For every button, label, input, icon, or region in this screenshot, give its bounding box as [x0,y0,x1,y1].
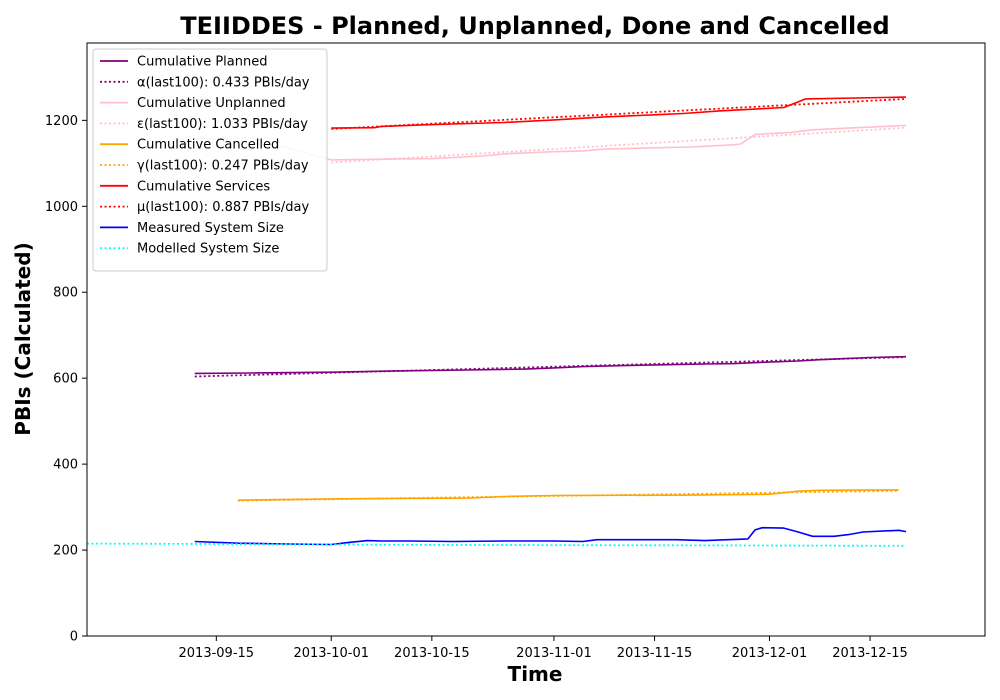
plot-area: 0 200 400 600 800 1000 1200 2013-09-15 2013-10-0… [45,42,986,661]
x-tick-label-1: 2013-10-01 [293,646,369,661]
y-tick-label-3: 600 [53,372,78,387]
x-tick-label-3: 2013-11-01 [516,646,592,661]
series-line-6 [331,96,907,129]
plot-frame [86,42,986,637]
legend-label-3: ε(last100): 1.033 PBIs/day [137,117,308,132]
x-tick-label-5: 2013-12-01 [732,646,808,661]
y-tick-label-4: 800 [53,286,78,301]
legend-label-9: Modelled System Size [137,242,279,257]
series-line-1 [194,356,907,378]
legend-label-7: μ(last100): 0.887 PBIs/day [137,200,309,215]
series-line-9 [86,542,907,547]
y-tick-label-1: 200 [53,544,78,559]
legend-label-0: Cumulative Planned [137,55,267,70]
legend-label-5: γ(last100): 0.247 PBIs/day [137,159,309,174]
x-axis-label: Time [508,662,563,686]
chart-title: TEIIDDES - Planned, Unplanned, Done and … [180,12,889,40]
series-line-8 [194,526,907,546]
x-tick-label-6: 2013-12-15 [832,646,908,661]
x-tick-label-4: 2013-11-15 [617,646,693,661]
legend-label-8: Measured System Size [137,221,284,236]
y-tick-label-6: 1200 [45,114,78,129]
x-tick-label-0: 2013-09-15 [179,646,255,661]
y-tick-label-5: 1000 [45,200,78,215]
x-tick-label-2: 2013-10-15 [394,646,470,661]
series-line-5 [237,489,899,502]
legend-label-6: Cumulative Services [137,179,270,194]
y-axis-label: PBIs (Calculated) [11,242,35,435]
legend: Cumulative Planned α(last100): 0.433 PBIs… [92,48,328,272]
y-tick-label-2: 400 [53,458,78,473]
legend-label-2: Cumulative Unplanned [137,96,286,111]
series-line-3 [331,126,907,164]
y-tick-label-0: 0 [70,630,78,645]
legend-label-4: Cumulative Cancelled [137,138,279,153]
series-line-7 [331,98,907,130]
legend-label-1: α(last100): 0.433 PBIs/day [137,75,310,90]
legend-box [92,48,328,272]
